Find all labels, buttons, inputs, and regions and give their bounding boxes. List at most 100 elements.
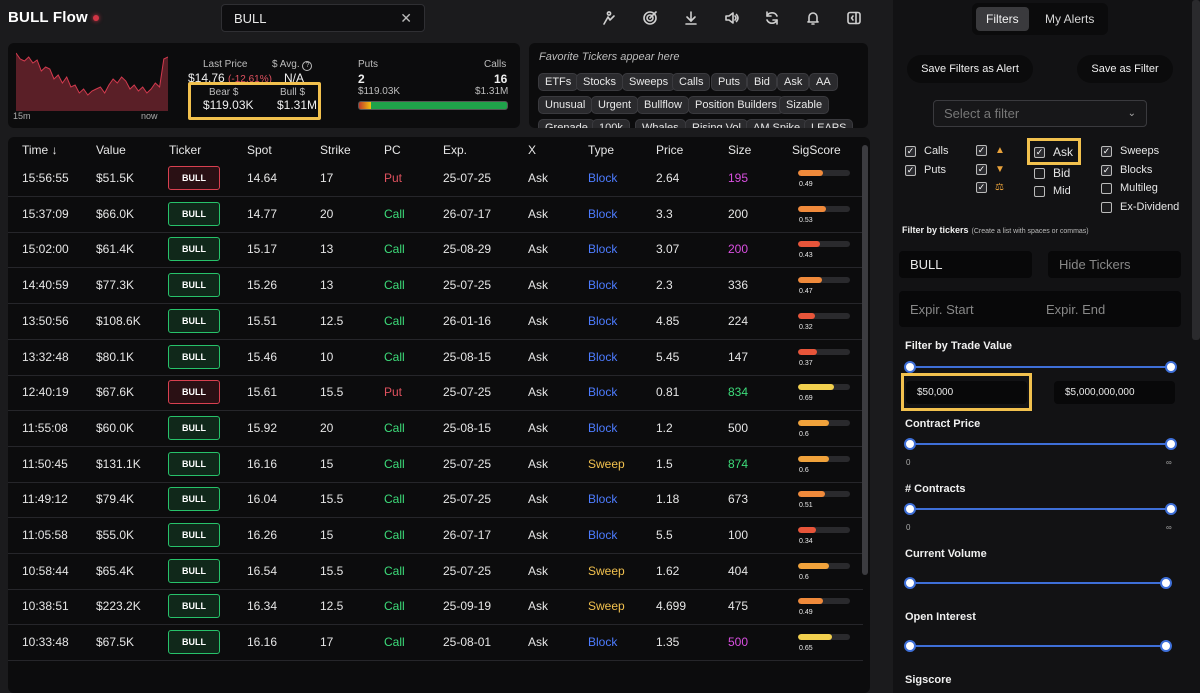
ticker-badge[interactable]: BULL [168,558,220,583]
table-row[interactable]: 10:33:48 $67.5K 16.16 17 Call 25-08-01 Ask Bloc… [8,625,863,662]
col-type[interactable]: Type [588,143,615,157]
slider-max-knob[interactable] [1165,361,1177,373]
save-alert-button[interactable]: Save Filters as Alert [907,55,1033,83]
ticker-badge[interactable]: BULL [168,273,220,298]
table-row[interactable]: 15:02:00 $61.4K 15.17 13 Call 25-08-29 Ask Bloc… [8,232,863,269]
table-row[interactable]: 11:49:12 $79.4K 16.04 15.5 Call 25-07-25 Ask Bl… [8,482,863,519]
slider-max-knob[interactable] [1160,577,1172,589]
ticker-badge[interactable]: BULL [168,594,220,619]
checkbox-bull-sentiment[interactable]: ✓ ▲ [976,145,1005,156]
download-icon[interactable] [677,4,705,32]
chip-rising-vol[interactable]: Rising Vol [685,119,748,128]
checkbox-bear-sentiment[interactable]: ✓ ▼ [976,164,1005,175]
panel-toggle-icon[interactable] [840,4,868,32]
table-row[interactable]: 14:40:59 $77.3K 15.26 13 Call 25-07-25 Ask Bloc… [8,268,863,305]
trade-value-slider[interactable] [910,366,1171,368]
col-size[interactable]: Size [728,143,752,157]
chip-bid[interactable]: Bid [747,73,777,91]
slider-max-knob[interactable] [1165,503,1177,515]
hide-tickers-input[interactable]: Hide Tickers [1048,251,1181,278]
bell-icon[interactable] [799,4,827,32]
chip-calls[interactable]: Calls [672,73,711,91]
chip-am-spike[interactable]: AM Spike [746,119,808,128]
slider-min-knob[interactable] [904,640,916,652]
chart-person-icon[interactable] [595,4,623,32]
expir-start-input[interactable]: Expir. Start [910,301,974,317]
table-row[interactable]: 13:32:48 $80.1K 15.46 10 Call 25-08-15 Ask Bloc… [8,340,863,376]
ticker-badge[interactable]: BULL [168,630,220,655]
sort-down-icon[interactable]: ↓ [51,143,58,157]
chip-unusual[interactable]: Unusual [538,96,593,114]
chip-stocks[interactable]: Stocks [576,73,624,91]
checkbox-bid[interactable]: Bid [1034,166,1070,180]
ticker-badge[interactable]: BULL [168,344,220,369]
slider-min-knob[interactable] [904,503,916,515]
col-price[interactable]: Price [656,143,684,157]
slider-min-knob[interactable] [904,361,916,373]
ticker-badge[interactable]: BULL [168,380,220,405]
ticker-badge[interactable]: BULL [168,201,220,226]
chip-grenade[interactable]: Grenade [538,119,595,128]
trade-min-input[interactable]: $50,000 [906,381,1027,404]
table-row[interactable]: 12:40:19 $67.6K 15.61 15.5 Put 25-07-25 Ask Blo… [8,375,863,412]
slider-max-knob[interactable] [1165,438,1177,450]
chip-leaps[interactable]: LEAPS [804,119,854,128]
col-time[interactable]: Time ↓ [22,143,58,157]
col-ticker[interactable]: Ticker [169,143,202,157]
tab-my-alerts[interactable]: My Alerts [1045,12,1095,26]
filters-scrollbar[interactable] [1192,0,1200,340]
checkbox-ex-dividend[interactable]: Ex-Dividend [1101,201,1179,213]
col-pc[interactable]: PC [384,143,401,157]
ticker-badge[interactable]: BULL [168,237,220,262]
checkbox-neutral-sentiment[interactable]: ✓ ⚖ [976,182,1004,193]
table-scrollbar[interactable] [862,145,868,575]
checkbox-calls[interactable]: ✓ Calls [905,145,948,157]
slider-min-knob[interactable] [904,577,916,589]
open-interest-slider[interactable] [910,645,1166,647]
col-x[interactable]: X [528,143,537,157]
ticker-badge[interactable]: BULL [168,415,220,440]
checkbox-sweeps[interactable]: ✓ Sweeps [1101,145,1159,157]
checkbox-blocks[interactable]: ✓ Blocks [1101,164,1152,176]
contract-price-slider[interactable] [910,443,1171,445]
chip-aa[interactable]: AA [809,73,838,91]
chip-urgent[interactable]: Urgent [591,96,639,114]
chip-etfs[interactable]: ETFs [538,73,579,91]
save-filter-button[interactable]: Save as Filter [1077,55,1173,83]
clear-icon[interactable]: ✕ [400,9,412,26]
target-icon[interactable] [636,4,664,32]
slider-min-knob[interactable] [904,438,916,450]
col-value[interactable]: Value [96,143,126,157]
ticker-search-input[interactable]: BULL ✕ [221,4,425,32]
chip-ask[interactable]: Ask [777,73,810,91]
chip-puts[interactable]: Puts [711,73,748,91]
ticker-badge[interactable]: BULL [168,487,220,512]
chip-whales[interactable]: Whales [635,119,686,128]
tab-filters[interactable]: Filters [976,7,1029,31]
col-sigscore[interactable]: SigScore [792,143,841,157]
ticker-badge[interactable]: BULL [168,523,220,547]
tickers-input[interactable]: BULL [899,251,1032,278]
ticker-badge[interactable]: BULL [168,451,220,476]
table-row[interactable]: 11:05:58 $55.0K 16.26 15 Call 26-07-17 Ask Bloc… [8,518,863,554]
trade-max-input[interactable]: $5,000,000,000 [1054,381,1175,404]
contracts-slider[interactable] [910,508,1171,510]
help-icon[interactable]: ? [302,61,313,71]
slider-max-knob[interactable] [1160,640,1172,652]
expir-end-input[interactable]: Expir. End [1046,301,1106,317]
current-volume-slider[interactable] [910,582,1166,584]
filter-select[interactable]: Select a filter ⌄ [933,100,1147,127]
table-row[interactable]: 11:50:45 $131.1K 16.16 15 Call 25-07-25 Ask Swe… [8,447,863,483]
checkbox-puts[interactable]: ✓ Puts [905,164,946,176]
chip-bullflow[interactable]: Bullflow [637,96,689,114]
refresh-icon[interactable] [758,4,786,32]
chip-sweeps[interactable]: Sweeps [622,73,676,91]
table-row[interactable]: 11:55:08 $60.0K 15.92 20 Call 25-08-15 Ask Bloc… [8,411,863,447]
table-row[interactable]: 15:37:09 $66.0K 14.77 20 Call 26-07-17 Ask Bloc… [8,197,863,233]
table-row[interactable]: 13:50:56 $108.6K 15.51 12.5 Call 26-01-16 Ask B… [8,304,863,340]
table-row[interactable]: 10:58:44 $65.4K 16.54 15.5 Call 25-07-25 Ask Sw… [8,554,863,590]
ticker-badge[interactable]: BULL [168,308,220,333]
table-row[interactable]: 15:56:55 $51.5K 14.64 17 Put 25-07-25 Ask Block… [8,161,863,197]
chip-100k[interactable]: 100k [592,119,630,128]
chip-sizable[interactable]: Sizable [779,96,830,114]
